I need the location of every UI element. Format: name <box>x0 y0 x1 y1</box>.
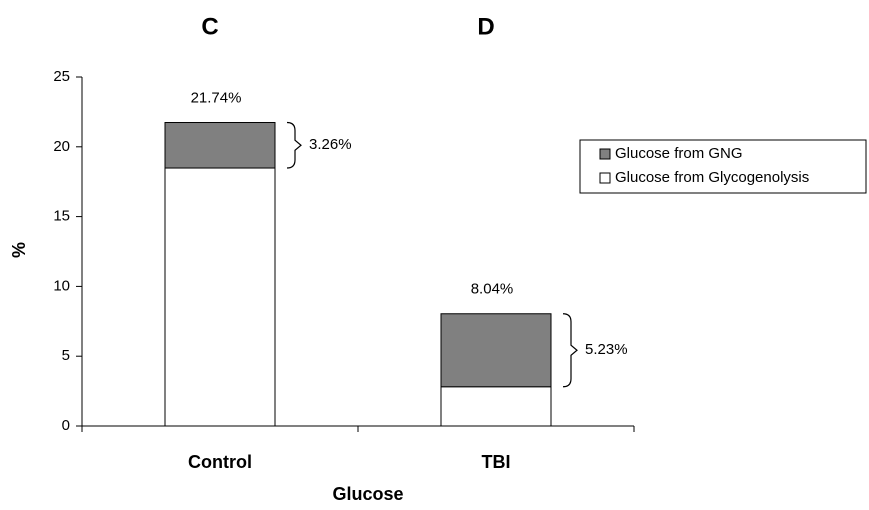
bar-segment <box>164 167 276 427</box>
x-tick-label: TBI <box>482 452 511 472</box>
bracket-label: 5.23% <box>585 341 628 358</box>
total-label: 8.04% <box>471 281 514 298</box>
legend-label: Glucose from GNG <box>615 145 743 162</box>
legend-swatch <box>599 172 611 184</box>
y-tick-label: 15 <box>53 208 70 225</box>
bar-segment <box>440 386 552 427</box>
bar-segment <box>164 122 276 169</box>
y-tick-label: 5 <box>62 347 70 364</box>
x-axis-title: Glucose <box>332 484 403 504</box>
legend-swatch <box>599 148 611 160</box>
panel-label: D <box>477 13 494 40</box>
y-tick-label: 20 <box>53 138 70 155</box>
panel-label: C <box>201 13 218 40</box>
y-tick-label: 25 <box>53 68 70 85</box>
total-label: 21.74% <box>191 89 242 106</box>
bracket <box>286 121 302 169</box>
y-axis-title: % <box>9 242 29 258</box>
y-tick-label: 10 <box>53 277 70 294</box>
y-tick-label: 0 <box>62 417 70 434</box>
bar-segment <box>440 313 552 388</box>
bracket-label: 3.26% <box>309 136 352 153</box>
x-tick-label: Control <box>188 452 252 472</box>
legend-label: Glucose from Glycogenolysis <box>615 169 809 186</box>
legend-box <box>579 139 867 194</box>
bracket <box>562 313 578 388</box>
